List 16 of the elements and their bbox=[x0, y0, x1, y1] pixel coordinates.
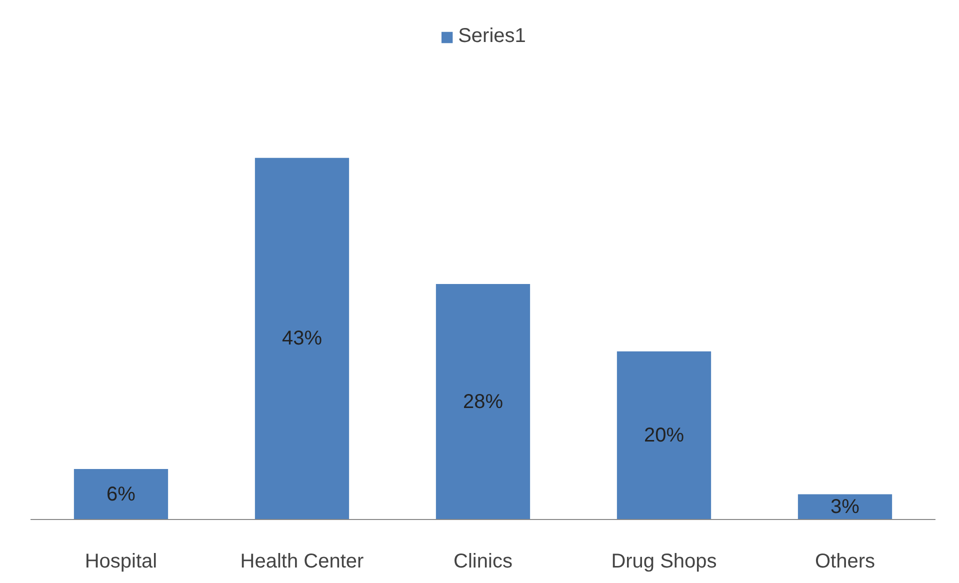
x-tick-label: Drug Shops bbox=[611, 550, 717, 572]
data-label: 28% bbox=[462, 390, 504, 413]
x-tick-label: Health Center bbox=[240, 550, 364, 572]
x-tick-label: Hospital bbox=[84, 550, 158, 572]
x-tick-label: Others bbox=[814, 550, 876, 572]
bar bbox=[436, 284, 530, 520]
legend-label: Series1 bbox=[458, 25, 526, 48]
x-tick-label: Clinics bbox=[454, 550, 512, 572]
data-label: 3% bbox=[830, 496, 860, 518]
bar bbox=[254, 158, 350, 520]
data-label: 6% bbox=[106, 483, 136, 506]
bar bbox=[74, 469, 168, 520]
data-label: 43% bbox=[282, 328, 322, 350]
bar bbox=[616, 351, 712, 520]
data-label: 20% bbox=[644, 424, 684, 446]
bar bbox=[798, 494, 892, 520]
